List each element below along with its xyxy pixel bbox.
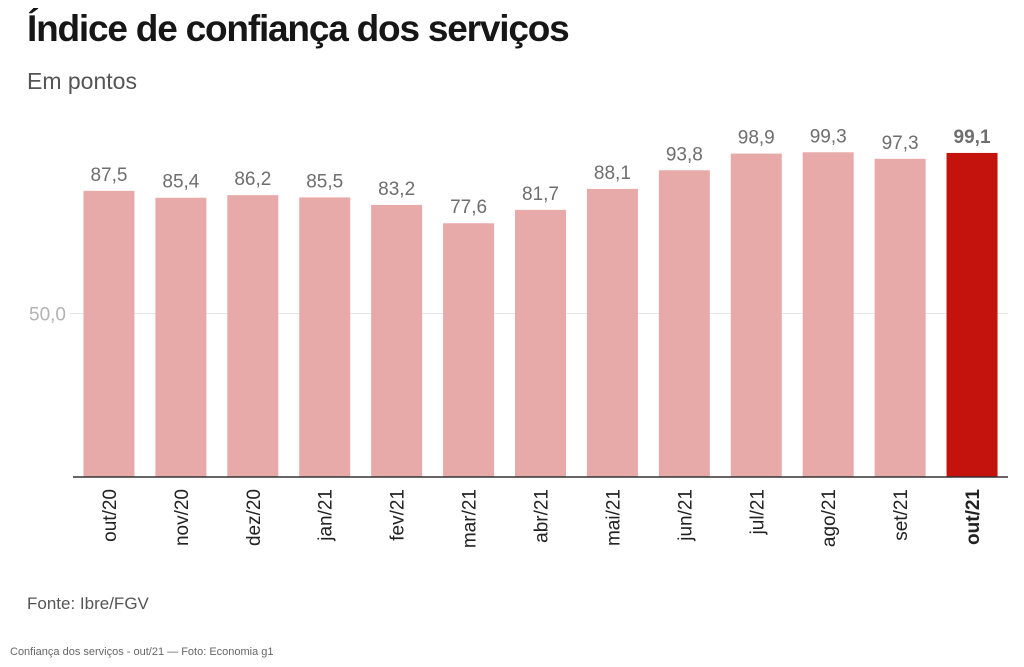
bar [658,170,710,478]
bar [802,152,854,477]
y-tick-label: 50,0 [29,305,66,326]
bar [371,204,423,477]
x-tick-label: mar/21 [460,489,481,548]
x-tick-label: fev/21 [388,489,409,541]
x-tick-label: out/20 [100,489,121,542]
x-tick-label: mai/21 [603,489,624,546]
bar-value-label: 77,6 [450,197,487,218]
x-tick-label: nov/20 [172,489,193,546]
bar [730,153,782,478]
bar-value-label: 86,2 [234,169,271,190]
x-tick-label: abr/21 [532,489,553,543]
bar-value-label: 87,5 [90,165,127,186]
bar [515,209,566,477]
bar-value-label: 85,5 [306,171,343,192]
bar [586,188,638,477]
x-tick-label: set/21 [891,489,912,541]
bar-value-label: 88,1 [594,163,631,184]
bar-value-label: 97,3 [882,133,919,154]
bar [299,197,351,478]
bar-value-label: 99,3 [810,126,847,147]
image-caption: Confiança dos serviços - out/21 — Foto: … [10,646,274,658]
x-tick-label: dez/20 [244,489,265,546]
bar-value-label: 93,8 [666,144,703,165]
bar-value-label: 99,1 [954,127,991,148]
bar [155,197,207,477]
x-tick-label: jan/21 [316,489,337,542]
bar [83,190,135,477]
bar-value-label: 98,9 [738,128,775,149]
bar-value-label: 85,4 [162,172,199,193]
bar-highlight [946,152,998,477]
x-tick-label: ago/21 [819,489,840,547]
bar [443,223,495,477]
bar-value-label: 81,7 [522,184,559,205]
x-tick-label: jun/21 [675,489,696,542]
bar [874,158,926,478]
chart-subtitle: Em pontos [27,68,137,94]
x-tick-label: out/21 [963,489,984,545]
chart-title: Índice de confiança dos serviços [27,8,570,49]
bar-value-label: 83,2 [378,179,415,200]
x-tick-label: jul/21 [747,489,768,535]
chart-source: Fonte: Ibre/FGV [27,594,149,613]
bar [227,195,279,477]
